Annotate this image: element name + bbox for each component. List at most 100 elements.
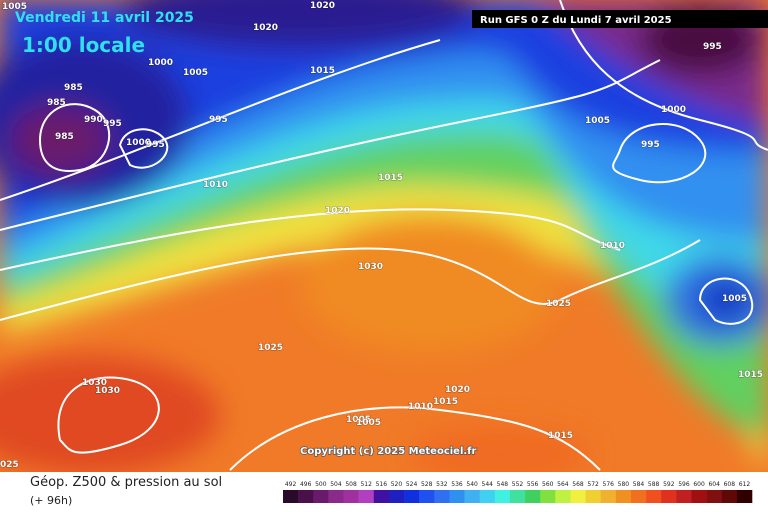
legend-label: 560 xyxy=(542,481,554,488)
isobar-label: 1030 xyxy=(82,378,107,388)
isobar-label: 1015 xyxy=(310,66,335,76)
isobar-label: 1010 xyxy=(600,241,625,251)
isobar-label: 995 xyxy=(641,140,660,150)
isobar-label: 1020 xyxy=(253,23,278,33)
footer-title: Géop. Z500 & pression au sol xyxy=(30,475,222,490)
legend-swatch xyxy=(676,490,692,503)
run-info: Run GFS 0 Z du Lundi 7 avril 2025 xyxy=(480,15,672,26)
isobar-label: 1005 xyxy=(2,2,27,12)
legend-swatch xyxy=(706,490,723,503)
legend-swatch xyxy=(540,490,556,503)
legend-swatch xyxy=(509,490,526,503)
legend-label: 496 xyxy=(300,481,312,488)
isobar-label: 1015 xyxy=(433,397,458,407)
legend-swatch xyxy=(525,490,541,503)
isobar-label: 1000 xyxy=(126,138,151,148)
legend-label: 580 xyxy=(618,481,630,488)
isobar-label: 1030 xyxy=(95,386,120,396)
copyright: Copyright (c) 2025 Meteociel.fr xyxy=(300,446,477,457)
legend-label: 612 xyxy=(739,481,751,488)
legend-label: 548 xyxy=(497,481,509,488)
legend-label: 532 xyxy=(436,481,448,488)
isobar-label: 1005 xyxy=(585,116,610,126)
isobar-label: 1020 xyxy=(445,385,470,395)
legend-label: 588 xyxy=(648,481,660,488)
legend-label: 608 xyxy=(724,481,736,488)
legend-label: 564 xyxy=(557,481,569,488)
legend-label: 596 xyxy=(678,481,690,488)
isobar-label: 985 xyxy=(64,83,83,93)
legend-swatch xyxy=(373,490,390,503)
isobar-label: 1030 xyxy=(358,262,383,272)
isobar-label: 025 xyxy=(0,460,19,470)
legend-label: 512 xyxy=(360,481,372,488)
legend-swatch xyxy=(464,490,480,503)
isobar-label: 995 xyxy=(103,119,122,129)
legend-label: 516 xyxy=(376,481,388,488)
legend-label: 572 xyxy=(587,481,599,488)
legend-swatch xyxy=(630,490,647,503)
legend-swatch xyxy=(298,490,314,503)
legend-label: 500 xyxy=(315,481,327,488)
legend-swatch xyxy=(646,490,662,503)
legend-label: 592 xyxy=(663,481,675,488)
legend-swatch xyxy=(358,490,375,503)
legend-label: 536 xyxy=(451,481,463,488)
isobar-label: 1010 xyxy=(203,180,228,190)
date-title: Vendredi 11 avril 2025 xyxy=(15,10,194,26)
isobar-label: 1020 xyxy=(310,1,335,11)
legend-label: 576 xyxy=(603,481,615,488)
isobar-label: 995 xyxy=(209,115,228,125)
legend-label: 504 xyxy=(330,481,342,488)
legend-swatch xyxy=(615,490,632,503)
isobar-label: 990 xyxy=(84,115,103,125)
legend-swatch xyxy=(585,490,602,503)
legend-swatch xyxy=(479,490,496,503)
isobar-label: 995 xyxy=(703,42,722,52)
time-title: 1:00 locale xyxy=(22,33,145,57)
legend-label: 604 xyxy=(708,481,720,488)
isobar-label: 1025 xyxy=(258,343,283,353)
legend-swatch xyxy=(570,490,586,503)
legend-swatch xyxy=(600,490,617,503)
isobar-label: 1015 xyxy=(738,370,763,380)
legend-swatch xyxy=(343,490,359,503)
legend-label: 524 xyxy=(406,481,418,488)
legend-swatch xyxy=(691,490,707,503)
legend-swatch xyxy=(555,490,571,503)
isobar-label: 1000 xyxy=(661,105,686,115)
legend-label: 584 xyxy=(633,481,645,488)
isobar-label: 1005 xyxy=(183,68,208,78)
legend-label: 568 xyxy=(572,481,584,488)
isobar-label: 995 xyxy=(146,140,165,150)
isobar-label: 1005 xyxy=(722,294,747,304)
isobar-label: 1010 xyxy=(408,402,433,412)
legend-label: 520 xyxy=(391,481,403,488)
isobar-label: 1020 xyxy=(325,206,350,216)
run-box xyxy=(472,10,768,28)
legend-label: 540 xyxy=(466,481,478,488)
legend-swatch xyxy=(736,490,753,503)
isobar-label: 1015 xyxy=(548,431,573,441)
isobar-label: 1015 xyxy=(378,173,403,183)
legend-swatch xyxy=(328,490,344,503)
legend-label: 552 xyxy=(512,481,524,488)
color-legend: 492 496 500 504 508 512 516 520 524 528 532 536 540 5… xyxy=(283,481,753,503)
isobar-label: 985 xyxy=(55,132,74,142)
isobar-label: 1000 xyxy=(148,58,173,68)
legend-swatch xyxy=(313,490,329,503)
legend-label: 600 xyxy=(693,481,705,488)
legend-swatch xyxy=(283,490,299,503)
legend-label: 492 xyxy=(285,481,297,488)
legend-swatch xyxy=(721,490,738,503)
legend-swatch xyxy=(404,490,420,503)
isobar-label: 1025 xyxy=(546,299,571,309)
footer-lead: (+ 96h) xyxy=(30,494,72,507)
legend-swatch xyxy=(388,490,405,503)
isobars xyxy=(0,0,768,471)
isobar-label: 1005 xyxy=(346,415,371,425)
legend-swatch xyxy=(449,490,465,503)
